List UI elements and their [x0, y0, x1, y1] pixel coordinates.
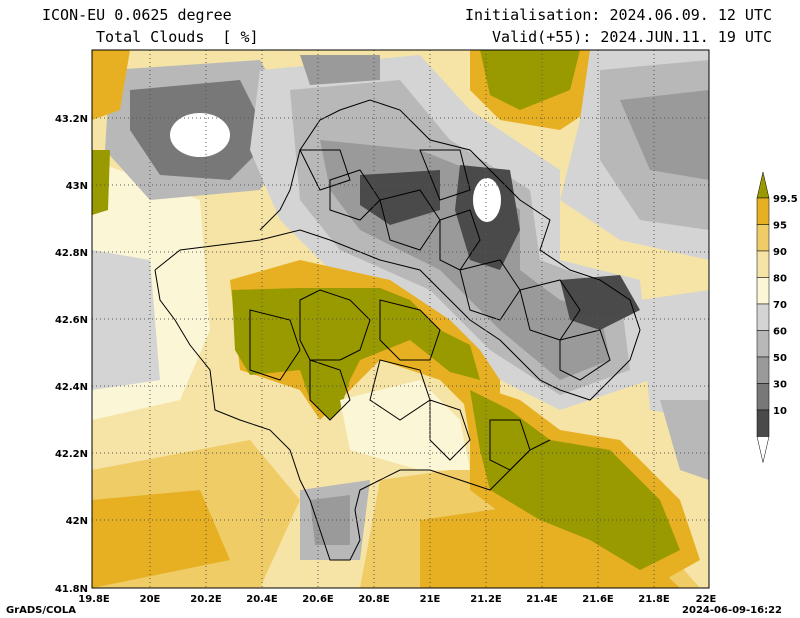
timestamp: 2024-06-09-16:22: [682, 605, 782, 616]
lon-label: 20.6E: [302, 594, 334, 605]
lat-label: 43N: [66, 181, 88, 192]
field-title: Total Clouds [ %]: [96, 28, 259, 46]
legend-swatch: [756, 356, 770, 384]
valid-time: Valid(+55): 2024.JUN.11. 19 UTC: [492, 28, 772, 46]
legend-swatch: [756, 409, 770, 437]
lon-label: 21.2E: [470, 594, 502, 605]
lon-label: 20.4E: [246, 594, 278, 605]
lon-label: 22E: [696, 594, 717, 605]
borders: [154, 99, 641, 561]
legend-label: 60: [773, 327, 787, 338]
latitude-labels: 43.2N 43N 42.8N 42.6N 42.4N 42.2N 42N 41…: [55, 114, 88, 595]
lon-label: 21.8E: [638, 594, 670, 605]
lat-label: 42.2N: [55, 449, 88, 460]
legend-swatch: [756, 197, 770, 225]
legend-label: 50: [773, 353, 787, 364]
legend-swatch: [756, 303, 770, 331]
legend-swatch: [756, 224, 770, 252]
longitude-labels: 19.8E 20E 20.2E 20.4E 20.6E 20.8E 21E 21…: [78, 594, 716, 605]
plot-frame: [91, 49, 710, 589]
lat-label: 42.6N: [55, 315, 88, 326]
lat-label: 42N: [66, 516, 88, 527]
credit-text: GrADS/COLA: [6, 605, 76, 616]
legend-label: 30: [773, 380, 787, 391]
lon-label: 21.6E: [582, 594, 614, 605]
lon-label: 20E: [140, 594, 161, 605]
legend-label: 95: [773, 221, 787, 232]
lon-label: 20.2E: [190, 594, 222, 605]
legend-label: 10: [773, 406, 787, 417]
lon-label: 21E: [420, 594, 441, 605]
legend-label: 80: [773, 274, 787, 285]
legend-swatch: [756, 436, 770, 463]
legend-swatch: [756, 330, 770, 358]
lat-label: 43.2N: [55, 114, 88, 125]
lon-label: 19.8E: [78, 594, 110, 605]
legend-label: 90: [773, 247, 787, 258]
lat-label: 42.4N: [55, 382, 88, 393]
legend-swatch: [756, 383, 770, 411]
model-title: ICON-EU 0.0625 degree: [42, 6, 232, 24]
initialisation-time: Initialisation: 2024.06.09. 12 UTC: [464, 6, 772, 24]
lon-label: 21.4E: [526, 594, 558, 605]
legend-label: 99.5: [773, 194, 798, 205]
graticule: [92, 50, 709, 588]
legend-swatch: [756, 277, 770, 305]
cloud-field: [92, 50, 709, 588]
color-legend: 99.5 95 90 80 70 60 50 30 10: [756, 171, 798, 463]
legend-swatch: [756, 171, 770, 199]
lat-label: 41.8N: [55, 584, 88, 595]
lat-label: 42.8N: [55, 248, 88, 259]
lon-label: 20.8E: [358, 594, 390, 605]
legend-label: 70: [773, 300, 787, 311]
legend-swatch: [756, 250, 770, 278]
